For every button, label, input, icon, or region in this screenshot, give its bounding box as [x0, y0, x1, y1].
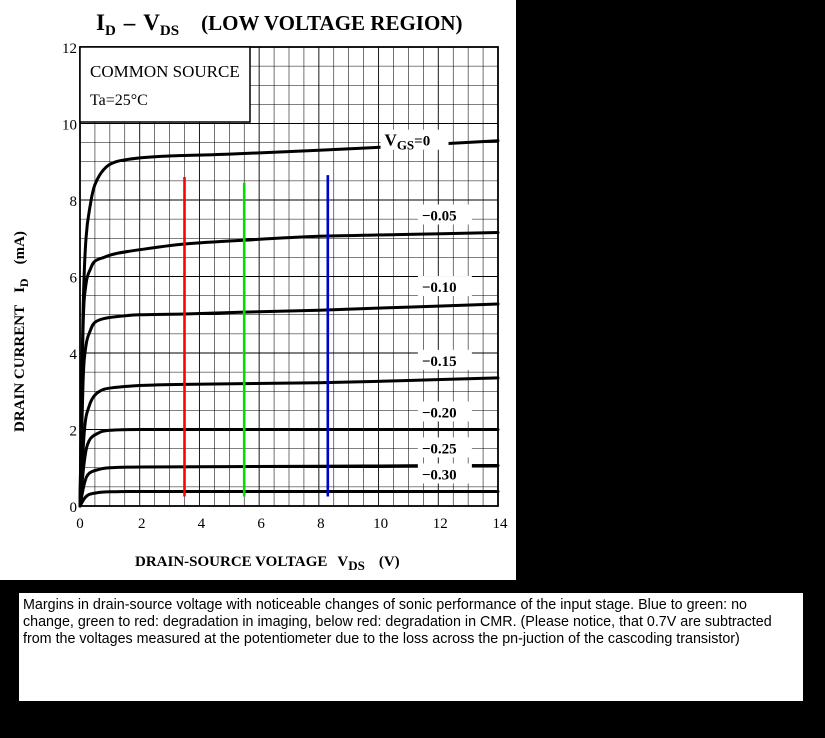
y-tick-label: 6	[70, 271, 78, 287]
caption-box: Margins in drain-source voltage with not…	[19, 593, 803, 701]
x-tick-label: 4	[198, 516, 206, 532]
voltage-markers	[183, 175, 330, 497]
chart-panel: ID – VDS (LOW VOLTAGE REGION) 0 2 4 6 8 10 12 14 0 2…	[0, 0, 516, 580]
curve-label-5: −0.25	[422, 441, 457, 457]
curve-labels: VGS=0 −0.05 −0.10 −0.15 −0.20 −0.25 −0.30	[380, 129, 472, 484]
x-tick-label: 0	[76, 516, 84, 532]
curve-label-bg	[417, 401, 472, 422]
y-tick-label: 12	[62, 41, 77, 57]
curve-label-bg	[417, 437, 472, 458]
y-tick-label: 10	[62, 118, 77, 134]
curve-label-4: −0.20	[422, 406, 457, 422]
tick-labels: 0 2 4 6 8 10 12 14 0 2 4 6 8 10 12	[62, 41, 508, 532]
annotation-box	[79, 46, 251, 123]
series-line-3	[78, 376, 500, 508]
x-axis-label: DRAIN-SOURCE VOLTAGE VDS (V)	[135, 554, 400, 573]
curve-label-6: −0.30	[422, 467, 457, 483]
series-line-2	[78, 302, 500, 508]
curve-label-bg	[417, 276, 472, 297]
x-tick-label: 6	[257, 516, 265, 532]
x-tick-label: 10	[373, 516, 388, 532]
curve-label-0: VGS=0	[385, 131, 431, 153]
curve-label-2: −0.10	[422, 280, 457, 296]
series-line-4	[78, 427, 500, 508]
curve-label-bg	[417, 463, 472, 484]
x-tick-label: 12	[433, 516, 448, 532]
annotation-line2: Ta=25°C	[90, 92, 148, 109]
curve-label-bg	[417, 349, 472, 370]
annotation-line1: COMMON SOURCE	[90, 62, 240, 81]
y-tick-label: 2	[70, 424, 78, 440]
series-line-5	[78, 464, 500, 508]
curve-label-bg	[380, 129, 449, 150]
x-tick-label: 8	[317, 516, 325, 532]
y-axis-label: DRAIN CURRENTID(mA)	[12, 231, 31, 432]
curve-label-bg	[417, 204, 472, 225]
y-tick-label: 8	[70, 194, 78, 210]
y-tick-label: 4	[70, 347, 78, 363]
x-tick-label: 14	[493, 516, 509, 532]
chart-title: ID – VDS (LOW VOLTAGE REGION)	[96, 10, 462, 39]
caption-text: Margins in drain-source voltage with not…	[23, 597, 772, 647]
series-line-0	[78, 139, 500, 508]
series-line-6	[78, 489, 500, 508]
y-tick-label: 0	[70, 500, 78, 516]
id-vds-chart: ID – VDS (LOW VOLTAGE REGION) 0 2 4 6 8 10 12 14 0 2…	[12, 10, 508, 573]
curve-label-3: −0.15	[422, 354, 457, 370]
x-tick-label: 2	[138, 516, 146, 532]
curve-label-1: −0.05	[422, 209, 457, 225]
